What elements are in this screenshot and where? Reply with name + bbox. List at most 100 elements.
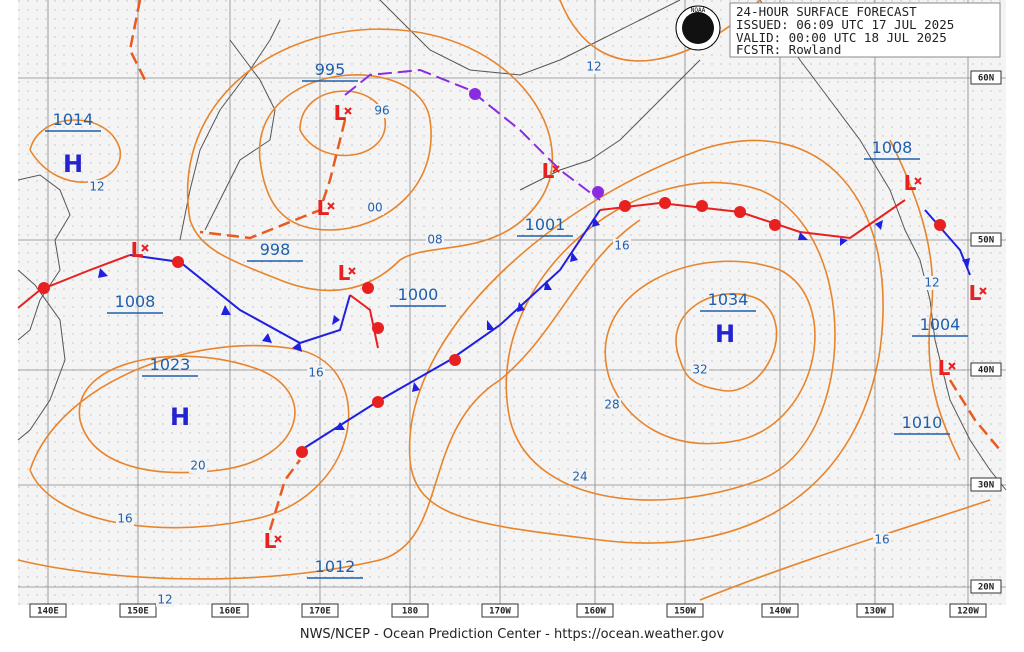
isobar-label: 16 bbox=[308, 366, 323, 380]
lon-label-box bbox=[481, 603, 519, 618]
low-marker bbox=[552, 165, 560, 173]
low-center: L bbox=[904, 171, 917, 195]
header-title: 24-HOUR SURFACE FORECAST bbox=[736, 4, 917, 19]
pressure-center: 1010 bbox=[902, 413, 943, 432]
lat-label: 40N bbox=[978, 366, 994, 376]
isobar-label-bg bbox=[585, 60, 603, 74]
lon-label: 140E bbox=[37, 607, 59, 617]
isobar-label-bg bbox=[571, 470, 589, 484]
header-box bbox=[729, 2, 1001, 58]
header-issued: ISSUED: 06:09 UTC 17 JUL 2025 bbox=[736, 17, 954, 32]
pressure-center: 1008 bbox=[872, 138, 913, 157]
lat-label: 60N bbox=[978, 74, 994, 84]
pressure-center: 995 bbox=[315, 60, 346, 79]
low-marker bbox=[348, 267, 356, 275]
low-marker bbox=[344, 107, 352, 115]
low-center: L bbox=[969, 281, 982, 305]
low-center: L bbox=[264, 529, 277, 553]
isobar-label: 96 bbox=[374, 104, 389, 118]
lat-label-box bbox=[970, 362, 1002, 377]
isobar-label: 24 bbox=[572, 470, 587, 484]
isobar-label-bg bbox=[373, 104, 391, 118]
isobar-label-bg bbox=[426, 233, 444, 247]
logo-center bbox=[682, 12, 714, 44]
lat-label-box bbox=[970, 232, 1002, 247]
low-marker bbox=[979, 287, 987, 295]
low-center: L bbox=[131, 238, 144, 262]
isobar-label-bg bbox=[613, 239, 631, 253]
low-marker bbox=[141, 244, 149, 252]
header-forecaster: FCSTR: Rowland bbox=[736, 42, 841, 57]
pressure-center: 1023 bbox=[150, 355, 191, 374]
isobar-label-bg bbox=[307, 366, 325, 380]
isobar-label: 00 bbox=[367, 201, 382, 215]
low-center: L bbox=[334, 101, 347, 125]
lat-label: 20N bbox=[978, 583, 994, 593]
lon-label-box bbox=[666, 603, 704, 618]
isobar-label: 16 bbox=[117, 512, 132, 526]
lat-label: 30N bbox=[978, 481, 994, 491]
dot-grid bbox=[18, 0, 1006, 605]
lon-label-box bbox=[301, 603, 339, 618]
lon-label: 120W bbox=[957, 607, 979, 617]
lon-label: 150E bbox=[127, 607, 149, 617]
lat-label-box bbox=[970, 477, 1002, 492]
lon-label-box bbox=[856, 603, 894, 618]
low-marker bbox=[948, 362, 956, 370]
low-center: L bbox=[317, 196, 330, 220]
isobar-label-bg bbox=[156, 593, 174, 607]
low-marker bbox=[914, 177, 922, 185]
pressure-center: 1014 bbox=[53, 110, 94, 129]
lon-label-box bbox=[211, 603, 249, 618]
lon-label-box bbox=[761, 603, 799, 618]
low-center: L bbox=[338, 261, 351, 285]
low-marker bbox=[274, 535, 282, 543]
isobar-label-bg bbox=[189, 459, 207, 473]
lon-label: 170W bbox=[489, 607, 511, 617]
fronts bbox=[17, 0, 1001, 531]
isobar-label: 12 bbox=[157, 593, 172, 607]
isobar-label: 12 bbox=[586, 60, 601, 74]
lon-label: 160E bbox=[219, 607, 241, 617]
lon-label: 130W bbox=[864, 607, 886, 617]
pressure-center: 1034 bbox=[708, 290, 749, 309]
lon-label-box bbox=[949, 603, 987, 618]
isobar-label: 32 bbox=[692, 363, 707, 377]
lon-label: 170E bbox=[309, 607, 331, 617]
isobar-label: 16 bbox=[614, 239, 629, 253]
isobar-label: 08 bbox=[427, 233, 442, 247]
lon-label-box bbox=[391, 603, 429, 618]
low-marker bbox=[327, 202, 335, 210]
isobar-label-bg bbox=[366, 201, 384, 215]
isobar-label: 12 bbox=[924, 276, 939, 290]
isobar-label-bg bbox=[116, 512, 134, 526]
high-center: H bbox=[715, 320, 735, 348]
lon-label: 180 bbox=[402, 607, 418, 617]
header-valid: VALID: 00:00 UTC 18 JUL 2025 bbox=[736, 30, 947, 45]
lat-label-box bbox=[970, 70, 1002, 85]
coastlines bbox=[17, 0, 1007, 491]
pressure-center: 1001 bbox=[525, 215, 566, 234]
logo-text: NOAA bbox=[691, 7, 706, 14]
lon-label: 150W bbox=[674, 607, 696, 617]
pressure-center: 998 bbox=[260, 240, 291, 259]
isobar-label: 12 bbox=[89, 180, 104, 194]
lon-label-box bbox=[119, 603, 157, 618]
isobar-label-bg bbox=[88, 180, 106, 194]
lon-label-box bbox=[29, 603, 67, 618]
pressure-center: 1012 bbox=[315, 557, 356, 576]
low-center: L bbox=[542, 159, 555, 183]
lon-label: 140W bbox=[769, 607, 791, 617]
lat-label: 50N bbox=[978, 236, 994, 246]
lat-label-box bbox=[970, 579, 1002, 594]
high-center: H bbox=[170, 403, 190, 431]
isobar-label-bg bbox=[691, 363, 709, 377]
low-center: L bbox=[938, 356, 951, 380]
isobar-label-bg bbox=[923, 276, 941, 290]
pressure-center: 1004 bbox=[920, 315, 961, 334]
isobar-label-bg bbox=[603, 398, 621, 412]
isobar-label: 28 bbox=[604, 398, 619, 412]
pressure-center: 1000 bbox=[398, 285, 439, 304]
